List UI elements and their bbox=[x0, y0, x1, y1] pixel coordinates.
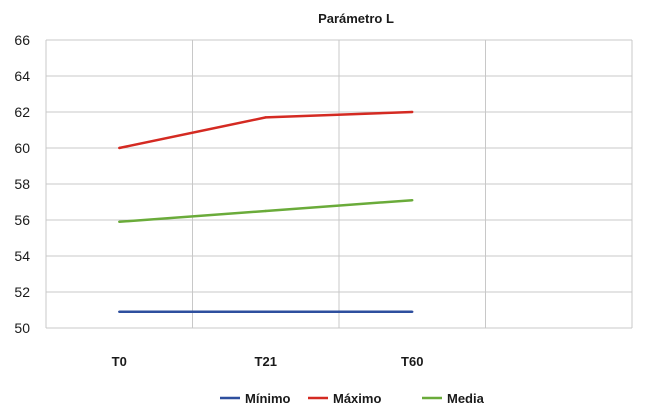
y-tick-label: 50 bbox=[14, 320, 30, 336]
data-point bbox=[411, 310, 414, 313]
data-point bbox=[264, 116, 267, 119]
data-point bbox=[118, 310, 121, 313]
x-tick-label: T0 bbox=[112, 354, 127, 369]
y-tick-label: 56 bbox=[14, 212, 30, 228]
grid bbox=[45, 39, 633, 329]
series-lines bbox=[118, 110, 414, 314]
x-tick-label: T21 bbox=[255, 354, 277, 369]
y-tick-label: 58 bbox=[14, 176, 30, 192]
legend-label: Mínimo bbox=[245, 391, 291, 406]
y-tick-label: 64 bbox=[14, 68, 30, 84]
data-point bbox=[118, 220, 121, 223]
x-tick-label: T60 bbox=[401, 354, 423, 369]
legend-label: Media bbox=[447, 391, 485, 406]
y-tick-label: 66 bbox=[14, 32, 30, 48]
y-tick-label: 62 bbox=[14, 104, 30, 120]
data-point bbox=[411, 199, 414, 202]
y-axis-ticks: 50 52 54 56 58 60 62 64 66 bbox=[14, 32, 30, 336]
legend-label: Máximo bbox=[333, 391, 381, 406]
data-point bbox=[264, 310, 267, 313]
y-tick-label: 52 bbox=[14, 284, 30, 300]
data-point bbox=[118, 146, 121, 150]
y-tick-label: 60 bbox=[14, 140, 30, 156]
data-point bbox=[264, 209, 267, 213]
chart-title: Parámetro L bbox=[318, 11, 394, 26]
data-point bbox=[411, 110, 414, 114]
legend: Mínimo Máximo Media bbox=[220, 391, 485, 406]
y-tick-label: 54 bbox=[14, 248, 30, 264]
x-axis-ticks: T0 T21 T60 bbox=[112, 354, 424, 369]
